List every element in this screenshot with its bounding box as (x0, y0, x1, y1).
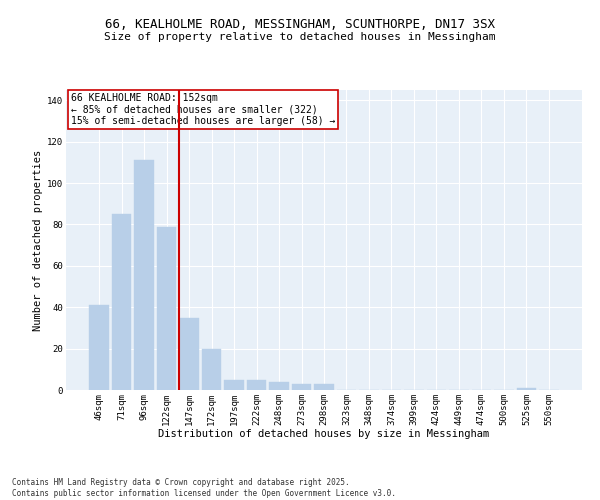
Bar (269, 382, 289, 390)
Bar (517, 388, 536, 390)
Text: Size of property relative to detached houses in Messingham: Size of property relative to detached ho… (104, 32, 496, 42)
Bar (179, 318, 199, 390)
Bar (89, 305, 109, 390)
Text: 66, KEALHOLME ROAD, MESSINGHAM, SCUNTHORPE, DN17 3SX: 66, KEALHOLME ROAD, MESSINGHAM, SCUNTHOR… (105, 18, 495, 30)
Bar (292, 384, 311, 390)
Text: Contains HM Land Registry data © Crown copyright and database right 2025.
Contai: Contains HM Land Registry data © Crown c… (12, 478, 396, 498)
Bar (224, 380, 244, 390)
Bar (112, 214, 131, 390)
Bar (247, 380, 266, 390)
Bar (157, 226, 176, 390)
Y-axis label: Number of detached properties: Number of detached properties (33, 150, 43, 330)
Bar (202, 348, 221, 390)
Bar (134, 160, 154, 390)
Text: 66 KEALHOLME ROAD: 152sqm
← 85% of detached houses are smaller (322)
15% of semi: 66 KEALHOLME ROAD: 152sqm ← 85% of detac… (71, 93, 335, 126)
X-axis label: Distribution of detached houses by size in Messingham: Distribution of detached houses by size … (158, 429, 490, 439)
Bar (314, 384, 334, 390)
